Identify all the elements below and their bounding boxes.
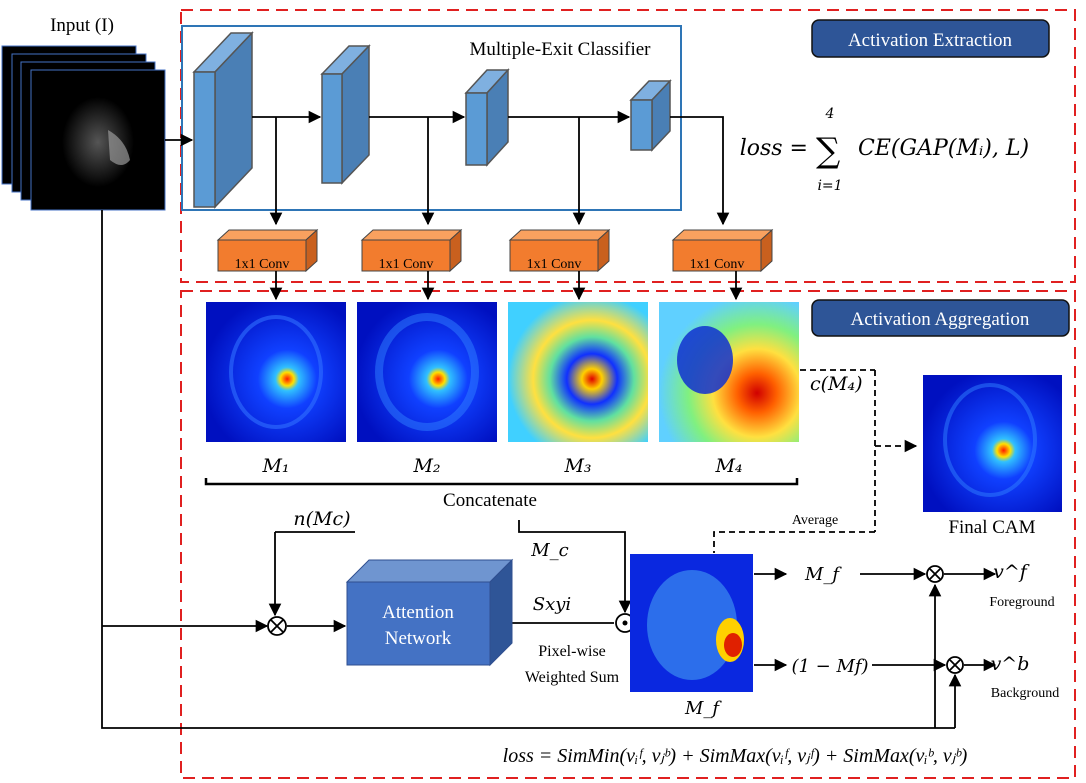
pixelwise-product-operator [615,613,635,633]
s-xyi-label: Sxyi [533,594,571,615]
loss-top-rhs: CE(GAP(Mᵢ), L) [858,136,1029,161]
c-m4-label: c(M₄) [810,373,863,395]
multiple-exit-classifier-box [181,25,682,211]
svg-text:1x1 Conv: 1x1 Conv [379,257,434,272]
input-image-stack [1,45,166,211]
loss-top-lhs: loss = [740,136,808,161]
multiply-operator-foreground [926,565,944,583]
multiply-operator-background [946,656,964,674]
cnn-block-4 [629,79,672,152]
average-label: Average [792,513,838,528]
heatmap-m4: M₄ [659,302,799,477]
svg-text:Activation Aggregation: Activation Aggregation [851,309,1030,330]
heatmap-m1: M₁ [206,302,346,477]
extraction-loss-formula: loss = ∑ 4 i=1 CE(GAP(Mᵢ), L) [740,106,1029,194]
cnn-block-3 [464,68,510,167]
multiply-operator-1 [267,616,287,636]
conv-block-4: 1x1 Conv [671,228,774,273]
cnn-block-1 [192,31,254,209]
final-cam-label: Final CAM [948,517,1035,538]
extraction-arrows [165,110,730,226]
cnn-blocks [192,31,672,209]
vb-label: v^b [991,653,1030,675]
fused-map-mf: M_f [630,554,753,719]
activation-maps: M₁ M₂ M₃ M₄ [206,302,799,477]
conv-to-map-arrows [269,271,743,301]
svg-text:1x1 Conv: 1x1 Conv [527,257,582,272]
background-label: Background [991,686,1059,701]
svg-text:Attention: Attention [382,602,454,623]
pixelwise-label-line2: Weighted Sum [525,669,620,686]
sum-symbol: ∑ [816,131,840,171]
cnn-block-2 [320,44,371,185]
aggregation-loss-formula: loss = SimMin(vᵢᶠ, vⱼᵇ) + SimMax(vᵢᶠ, vⱼ… [503,745,968,767]
conv-block-3: 1x1 Conv [508,228,611,273]
conv-block-1: 1x1 Conv [216,228,319,273]
svg-text:Activation Extraction: Activation Extraction [848,30,1013,51]
attention-network-block: Attention Network [345,558,514,667]
extraction-badge: Activation Extraction [811,19,1050,58]
final-cam: Final CAM [923,375,1062,538]
input-label: Input (I) [50,15,114,36]
concatenate-bracket [204,478,799,486]
pixelwise-label-line1: Pixel-wise [538,643,606,660]
brain-scan [62,97,134,187]
svg-text:1x1 Conv: 1x1 Conv [690,257,745,272]
foreground-label: Foreground [989,595,1054,610]
sum-lower: i=1 [817,178,842,194]
conv-blocks: 1x1 Conv 1x1 Conv 1x1 Conv 1x1 Conv [216,228,774,273]
n-mc-label: n(Mc) [293,508,350,530]
mc-label: M_c [530,540,569,561]
svg-text:M₃: M₃ [563,455,591,477]
output-arrows [754,567,997,672]
one-minus-mf-label: (1 − Mf) [791,656,868,677]
svg-text:M₁: M₁ [261,455,289,477]
svg-text:Network: Network [385,628,452,649]
svg-text:1x1 Conv: 1x1 Conv [235,257,290,272]
mf-label: M_f [684,698,722,719]
activation-aggregation-section [180,290,1076,779]
heatmap-m2: M₂ [357,302,497,477]
classifier-title: Multiple-Exit Classifier [469,39,651,60]
input-skip-connections [101,210,962,729]
heatmap-m3: M₃ [508,302,648,477]
sum-upper: 4 [825,106,835,122]
svg-text:M₄: M₄ [714,455,742,477]
average-dashed-path [713,369,918,553]
conv-block-2: 1x1 Conv [360,228,463,273]
concatenate-label: Concatenate [443,490,537,511]
vf-label: v^f [993,561,1030,583]
aggregation-badge: Activation Aggregation [811,299,1070,337]
mf-branch-label: M_f [804,564,842,585]
svg-text:M₂: M₂ [412,455,440,477]
